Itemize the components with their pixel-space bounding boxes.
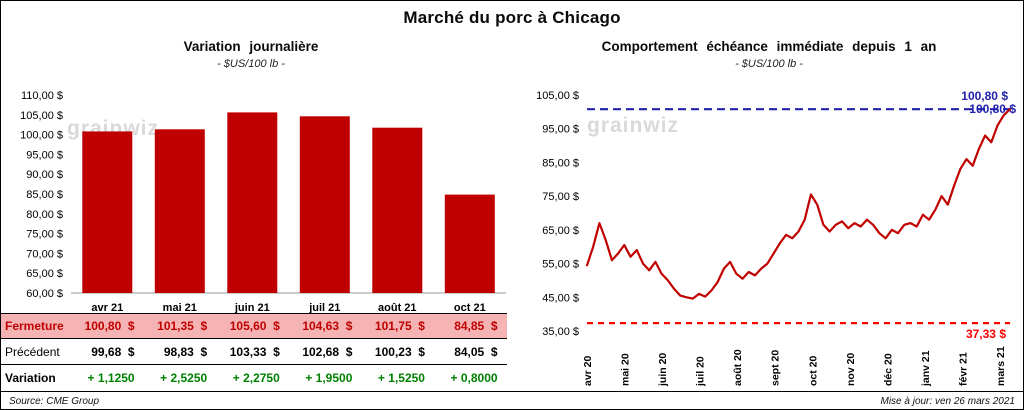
bar bbox=[299, 116, 350, 293]
bar bbox=[444, 194, 495, 293]
line-x-tick-label: déc 20 bbox=[882, 353, 894, 386]
table-cell: 99,68 $ bbox=[91, 344, 135, 359]
line-x-tick-label: oct 20 bbox=[807, 355, 819, 386]
line-y-tick-label: 45,00 $ bbox=[542, 292, 579, 304]
bar-x-category-label: avr 21 bbox=[91, 302, 123, 314]
line-y-tick-label: 35,00 $ bbox=[542, 326, 579, 338]
table-cell: + 0,8000 bbox=[450, 371, 498, 385]
line-y-tick-label: 75,00 $ bbox=[542, 191, 579, 203]
table-cell: + 1,1250 bbox=[87, 371, 135, 385]
bar-y-tick-label: 80,00 $ bbox=[26, 209, 63, 221]
table-cell: 84,85 $ bbox=[454, 319, 498, 333]
bar-chart-subtitle: - $US/100 lb - bbox=[217, 58, 285, 70]
row-label: Fermeture bbox=[5, 319, 64, 333]
line-x-tick-label: avr 20 bbox=[582, 355, 594, 386]
bar-x-category-label: mai 21 bbox=[163, 302, 197, 314]
row-label: Variation bbox=[5, 371, 56, 385]
line-chart: 35,00 $ 45,00 $ 55,00 $ 65,00 $ 75,00 $ 85,00… bbox=[536, 89, 1016, 387]
updated-label: Mise à jour: ven 26 mars 2021 bbox=[880, 395, 1015, 407]
table-cell: 100,80 $ bbox=[84, 319, 135, 333]
bar-x-category-label: juin 21 bbox=[234, 302, 270, 314]
table-cell: 101,75 $ bbox=[374, 319, 425, 333]
source-label: Source: CME Group bbox=[9, 395, 100, 407]
max-value-label-2: 100,80 $ bbox=[969, 102, 1016, 116]
bar-y-tick-label: 75,00 $ bbox=[26, 229, 63, 241]
bar bbox=[82, 131, 133, 293]
table-cell: 84,05 $ bbox=[454, 344, 498, 359]
bar bbox=[154, 129, 205, 293]
bar bbox=[227, 112, 278, 294]
line-x-tick-label: juil 20 bbox=[695, 356, 707, 387]
table-cell: + 1,9500 bbox=[305, 371, 353, 385]
line-x-tick-label: janv 21 bbox=[920, 350, 932, 387]
bar-x-category-label: oct 21 bbox=[454, 302, 486, 314]
line-x-tick-label: sept 20 bbox=[770, 350, 782, 386]
line-y-tick-label: 95,00 $ bbox=[542, 124, 579, 136]
table-cell: 105,60 $ bbox=[229, 319, 280, 333]
table-cell: 101,35 $ bbox=[157, 319, 208, 333]
bar-x-category-label: juil 21 bbox=[308, 302, 340, 314]
bar-y-tick-label: 100,00 $ bbox=[20, 130, 63, 142]
line-x-tick-label: févr 21 bbox=[958, 352, 970, 386]
page-title: Marché du porc à Chicago bbox=[403, 8, 621, 27]
line-y-tick-label: 85,00 $ bbox=[542, 157, 579, 169]
price-series-line bbox=[585, 108, 1012, 300]
line-x-tick-label: juin 20 bbox=[657, 353, 669, 387]
min-value-label: 37,33 $ bbox=[966, 327, 1006, 341]
footer: Source: CME Group Mise à jour: ven 26 ma… bbox=[1, 391, 1023, 409]
table-cell: + 2,5250 bbox=[160, 371, 208, 385]
bar-y-tick-label: 60,00 $ bbox=[26, 288, 63, 300]
line-x-tick-label: août 20 bbox=[732, 349, 744, 386]
row-label: Précédent bbox=[5, 344, 60, 359]
table-cell: 102,68 $ bbox=[302, 344, 353, 359]
max-value-label: 100,80 $ bbox=[961, 89, 1008, 103]
bar-x-category-label: août 21 bbox=[378, 302, 417, 314]
table-row-precedent: Précédent 99,68 $ 98,83 $ 103,33 $ 102,68 $ 1… bbox=[1, 339, 507, 365]
table-cell: 103,33 $ bbox=[229, 344, 280, 359]
bar-chart-title: Variation journalière bbox=[183, 39, 319, 54]
table-cell: + 2,2750 bbox=[232, 371, 280, 385]
table-cell: + 1,5250 bbox=[377, 371, 425, 385]
line-y-tick-label: 55,00 $ bbox=[542, 259, 579, 271]
table-row-fermeture: Fermeture 100,80 $ 101,35 $ 105,60 $ 104,63 … bbox=[1, 313, 507, 339]
bar-chart: 60,00 $ 65,00 $ 70,00 $ 75,00 $ 80,00 $ 85,00… bbox=[20, 90, 506, 314]
price-table: Fermeture 100,80 $ 101,35 $ 105,60 $ 104,63 … bbox=[1, 313, 507, 391]
bar-y-tick-label: 70,00 $ bbox=[26, 248, 63, 260]
line-y-tick-label: 105,00 $ bbox=[536, 90, 579, 102]
table-cell: 104,63 $ bbox=[302, 319, 353, 333]
bar-y-tick-label: 65,00 $ bbox=[26, 268, 63, 280]
line-chart-subtitle: - $US/100 lb - bbox=[735, 58, 803, 70]
table-cell: 98,83 $ bbox=[163, 344, 208, 359]
watermark-right: grainwiz bbox=[587, 114, 680, 137]
table-cell: 100,23 $ bbox=[374, 344, 425, 359]
bar bbox=[372, 127, 423, 293]
bar-y-tick-label: 85,00 $ bbox=[26, 189, 63, 201]
line-x-tick-label: mars 21 bbox=[995, 346, 1007, 386]
bar-y-tick-label: 95,00 $ bbox=[26, 149, 63, 161]
table-row-variation: Variation + 1,1250 + 2,5250 + 2,2750 + 1,950… bbox=[1, 365, 507, 391]
bar-y-tick-label: 110,00 $ bbox=[21, 90, 63, 102]
line-x-tick-label: mai 20 bbox=[620, 353, 632, 386]
bar-y-tick-label: 90,00 $ bbox=[26, 169, 63, 181]
line-y-tick-label: 65,00 $ bbox=[542, 225, 579, 237]
bar-y-tick-label: 105,00 $ bbox=[20, 110, 63, 122]
line-chart-title: Comportement échéance immédiate depuis 1… bbox=[601, 39, 937, 54]
line-x-tick-label: nov 20 bbox=[845, 353, 857, 386]
